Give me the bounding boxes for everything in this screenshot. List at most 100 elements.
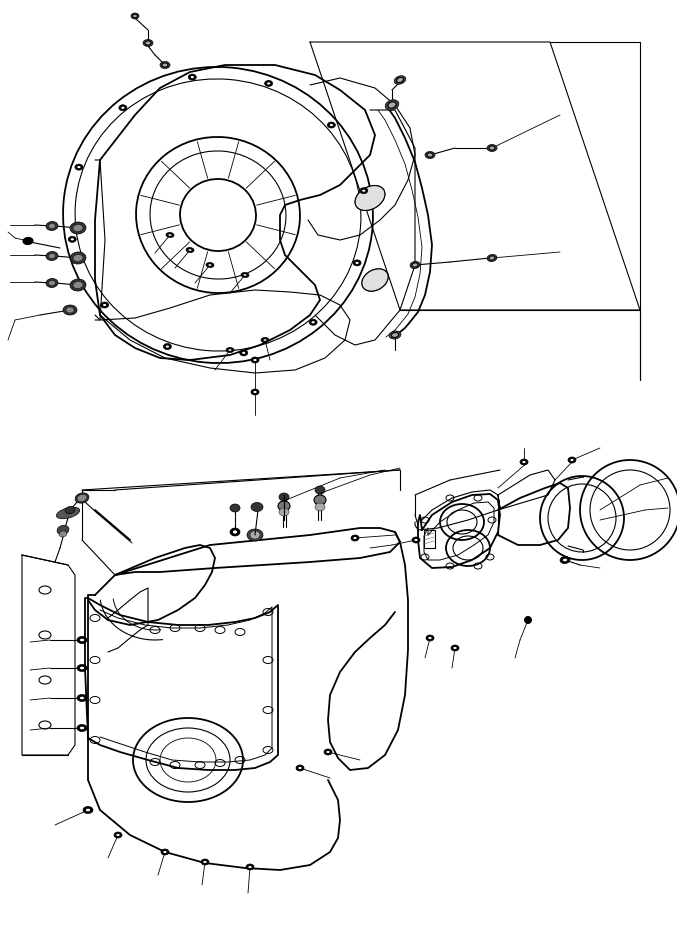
Ellipse shape: [46, 278, 58, 287]
Ellipse shape: [328, 122, 335, 128]
Ellipse shape: [77, 695, 87, 701]
Ellipse shape: [226, 348, 234, 352]
Ellipse shape: [73, 282, 83, 288]
Ellipse shape: [166, 232, 174, 237]
Ellipse shape: [353, 537, 357, 539]
Ellipse shape: [133, 14, 137, 18]
Ellipse shape: [85, 808, 91, 812]
Ellipse shape: [160, 61, 170, 69]
Ellipse shape: [385, 100, 399, 111]
Ellipse shape: [240, 350, 248, 356]
Ellipse shape: [49, 223, 56, 229]
Ellipse shape: [298, 766, 302, 770]
Ellipse shape: [251, 357, 259, 363]
Ellipse shape: [162, 63, 168, 67]
Ellipse shape: [315, 486, 325, 494]
Ellipse shape: [362, 189, 366, 193]
Ellipse shape: [70, 222, 86, 234]
Ellipse shape: [119, 105, 127, 111]
Ellipse shape: [248, 865, 253, 869]
Ellipse shape: [412, 537, 420, 543]
Ellipse shape: [70, 279, 86, 291]
Ellipse shape: [46, 251, 58, 260]
Ellipse shape: [79, 638, 85, 642]
Ellipse shape: [77, 495, 87, 501]
Ellipse shape: [351, 535, 359, 541]
Ellipse shape: [79, 666, 85, 670]
Ellipse shape: [391, 333, 399, 338]
Ellipse shape: [261, 338, 269, 342]
Ellipse shape: [79, 726, 85, 730]
Ellipse shape: [279, 508, 289, 516]
Ellipse shape: [79, 696, 85, 700]
Ellipse shape: [65, 506, 75, 513]
Ellipse shape: [75, 164, 83, 170]
Ellipse shape: [426, 635, 434, 641]
Ellipse shape: [243, 273, 247, 276]
Ellipse shape: [63, 305, 77, 315]
Ellipse shape: [487, 144, 497, 152]
Ellipse shape: [451, 645, 459, 651]
Ellipse shape: [145, 41, 151, 45]
Ellipse shape: [267, 82, 271, 85]
Ellipse shape: [186, 247, 194, 253]
Ellipse shape: [253, 358, 257, 362]
Ellipse shape: [70, 238, 74, 241]
Ellipse shape: [414, 538, 418, 541]
Ellipse shape: [425, 152, 435, 158]
Ellipse shape: [162, 850, 167, 854]
Ellipse shape: [251, 502, 263, 512]
Ellipse shape: [489, 256, 495, 260]
Ellipse shape: [57, 525, 69, 535]
Ellipse shape: [190, 75, 194, 79]
Ellipse shape: [168, 233, 172, 236]
Ellipse shape: [309, 319, 317, 325]
Ellipse shape: [188, 248, 192, 251]
Ellipse shape: [362, 269, 388, 291]
Ellipse shape: [73, 224, 83, 232]
Ellipse shape: [359, 188, 368, 193]
Ellipse shape: [201, 859, 209, 865]
Ellipse shape: [232, 530, 238, 534]
Ellipse shape: [116, 833, 121, 837]
Ellipse shape: [246, 864, 254, 870]
Ellipse shape: [251, 389, 259, 395]
Ellipse shape: [520, 459, 528, 465]
Ellipse shape: [314, 495, 326, 505]
Ellipse shape: [279, 493, 289, 501]
Ellipse shape: [77, 724, 87, 732]
Ellipse shape: [412, 263, 418, 267]
Ellipse shape: [326, 751, 330, 753]
Ellipse shape: [265, 80, 273, 86]
Ellipse shape: [46, 221, 58, 231]
Ellipse shape: [568, 457, 576, 463]
Ellipse shape: [355, 186, 385, 210]
Ellipse shape: [121, 106, 125, 110]
Ellipse shape: [77, 166, 81, 168]
Ellipse shape: [161, 849, 169, 855]
Ellipse shape: [165, 345, 169, 348]
Ellipse shape: [143, 39, 153, 46]
Ellipse shape: [59, 531, 67, 538]
Ellipse shape: [489, 146, 495, 150]
Ellipse shape: [56, 507, 80, 519]
Ellipse shape: [102, 303, 107, 307]
Ellipse shape: [388, 102, 396, 108]
Ellipse shape: [49, 281, 56, 286]
Ellipse shape: [70, 252, 86, 264]
Ellipse shape: [247, 529, 263, 541]
Ellipse shape: [83, 806, 93, 814]
Ellipse shape: [428, 636, 432, 640]
Ellipse shape: [230, 528, 240, 536]
Ellipse shape: [324, 749, 332, 755]
Ellipse shape: [242, 352, 246, 354]
Ellipse shape: [394, 75, 406, 85]
Ellipse shape: [487, 255, 497, 261]
Ellipse shape: [131, 13, 139, 19]
Ellipse shape: [75, 493, 89, 503]
Ellipse shape: [250, 531, 260, 539]
Ellipse shape: [389, 331, 401, 339]
Ellipse shape: [23, 237, 33, 245]
Ellipse shape: [68, 236, 77, 243]
Ellipse shape: [230, 504, 240, 512]
